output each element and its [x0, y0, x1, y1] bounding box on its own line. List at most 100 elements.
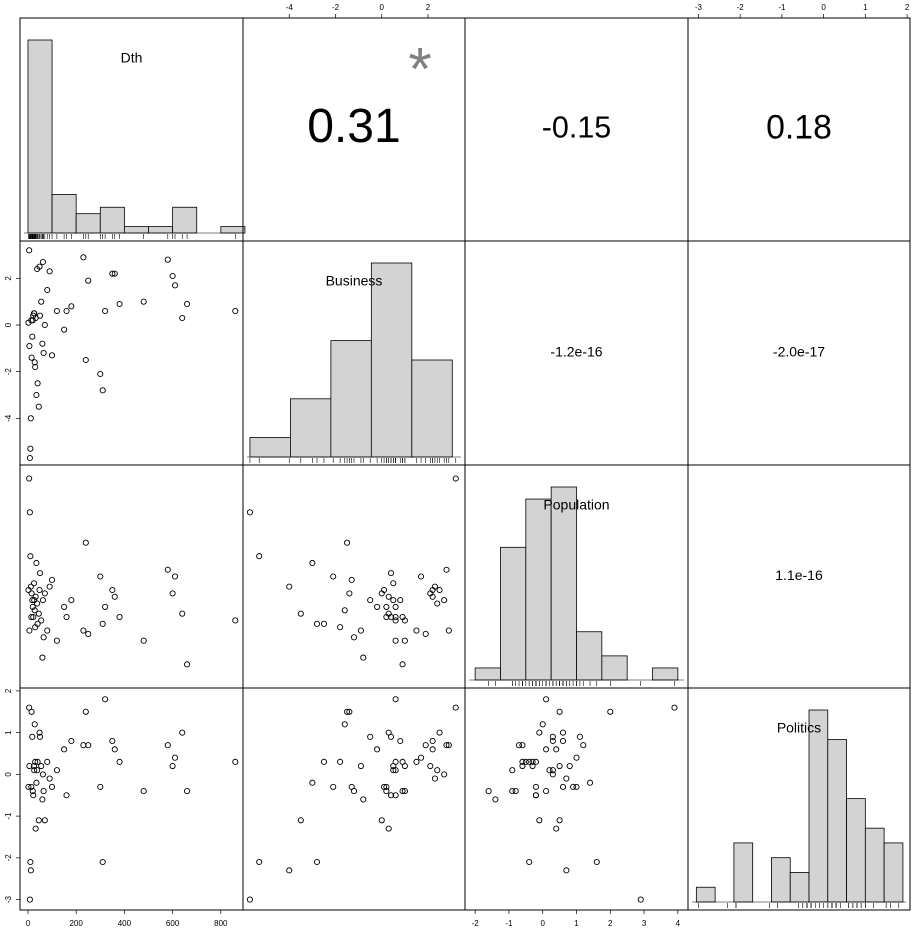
scatter-point [169, 590, 176, 597]
scatter-point [26, 509, 33, 516]
scatter-point [593, 858, 600, 866]
histogram-bar [652, 667, 679, 681]
scatter-point [346, 590, 353, 597]
scatter-point [529, 762, 536, 770]
scatter-point [63, 307, 70, 315]
scatter-point [392, 613, 399, 621]
scatter-point [49, 783, 56, 790]
scatter-point [443, 742, 450, 749]
histogram-bar [846, 798, 866, 903]
scatter-point [360, 654, 367, 661]
scatter-point [556, 762, 563, 770]
scatter-point [399, 613, 406, 621]
scatter-point [29, 333, 36, 340]
scatter-point [33, 559, 40, 567]
scatter-point [26, 627, 33, 634]
scatter-point [97, 573, 104, 580]
histogram-bar [808, 709, 829, 903]
scatter-point [576, 733, 583, 740]
scatter-point [367, 597, 374, 604]
scatter-point [519, 742, 526, 749]
panel-border [687, 687, 911, 911]
scatter-point [184, 661, 191, 668]
histogram-bar [771, 857, 791, 903]
scatter-point [164, 256, 171, 263]
x-tick-label: 3 [642, 919, 647, 928]
scatter-point [549, 771, 556, 778]
scatter-point [34, 620, 41, 627]
scatter-point [452, 704, 459, 711]
scatter-point [28, 613, 35, 621]
scatter-point [637, 896, 644, 903]
scatter-point [33, 779, 40, 786]
y-tick-label: 2 [4, 688, 13, 693]
scatter-point [509, 788, 516, 795]
scatter-point [32, 363, 39, 371]
histogram-bar [864, 827, 885, 903]
scatter-point [39, 796, 46, 803]
scatter-point [399, 758, 406, 765]
x-tick-label: -4 [286, 3, 294, 12]
scatter-point [38, 617, 45, 624]
scatter-point [25, 783, 32, 790]
scatter-point [102, 696, 109, 703]
scatter-point [53, 637, 60, 644]
scatter-point [443, 566, 450, 573]
scatter-point [563, 867, 570, 874]
scatter-point [27, 858, 34, 866]
scatter-point [35, 610, 42, 617]
scatter-point [397, 597, 404, 604]
scatter-point [344, 539, 351, 546]
scatter-point [40, 634, 47, 641]
scatter-point [116, 300, 123, 308]
scatter-point [429, 746, 436, 753]
scatter-point [543, 696, 550, 703]
scatter-point [80, 627, 87, 634]
scatter-point [512, 788, 519, 795]
scatter-point [374, 746, 381, 753]
scatter-point [28, 590, 35, 597]
scatter-point [33, 391, 40, 399]
scatter-point [32, 593, 39, 600]
scatter-point [330, 783, 337, 790]
y-tick-label: 2 [4, 276, 13, 281]
scatter-point [53, 307, 60, 315]
scatter-point [516, 742, 523, 749]
scatter-point [390, 767, 397, 774]
scatter-point [26, 342, 33, 350]
scatter-point [232, 307, 239, 315]
scatter-point [36, 570, 44, 577]
scatter-point [344, 708, 351, 715]
scatter-point [97, 370, 104, 378]
scatter-point [546, 767, 553, 774]
variable-name: Dth [121, 50, 143, 66]
x-tick-label: 2 [905, 3, 910, 12]
scatter-point [532, 758, 540, 765]
scatter-point [39, 258, 46, 266]
scatter-point [102, 603, 109, 610]
scatter-point [337, 758, 344, 765]
histogram-bar [99, 206, 125, 234]
scatter-point [179, 729, 186, 736]
scatter-point [44, 286, 51, 294]
correlation-value: -1.2e-16 [550, 344, 602, 360]
scatter-point [485, 788, 492, 795]
scatter-point [246, 509, 253, 516]
scatter-point [536, 729, 543, 736]
scatter-point [39, 654, 46, 661]
x-tick-label: -2 [332, 3, 340, 12]
scatter-point [418, 754, 425, 761]
scatter-point [34, 767, 41, 774]
variable-name: Business [326, 273, 383, 289]
scatter-point [297, 610, 304, 617]
histogram-bar [370, 262, 413, 458]
scatter-point [99, 387, 106, 394]
scatter-point [563, 775, 570, 782]
scatter-point [31, 721, 38, 728]
scatter-point [532, 783, 540, 790]
histogram-bar [220, 226, 246, 234]
scatter-point [61, 746, 68, 753]
scatter-point [320, 758, 327, 765]
scatter-point [36, 263, 43, 270]
scatter-point [31, 607, 38, 614]
